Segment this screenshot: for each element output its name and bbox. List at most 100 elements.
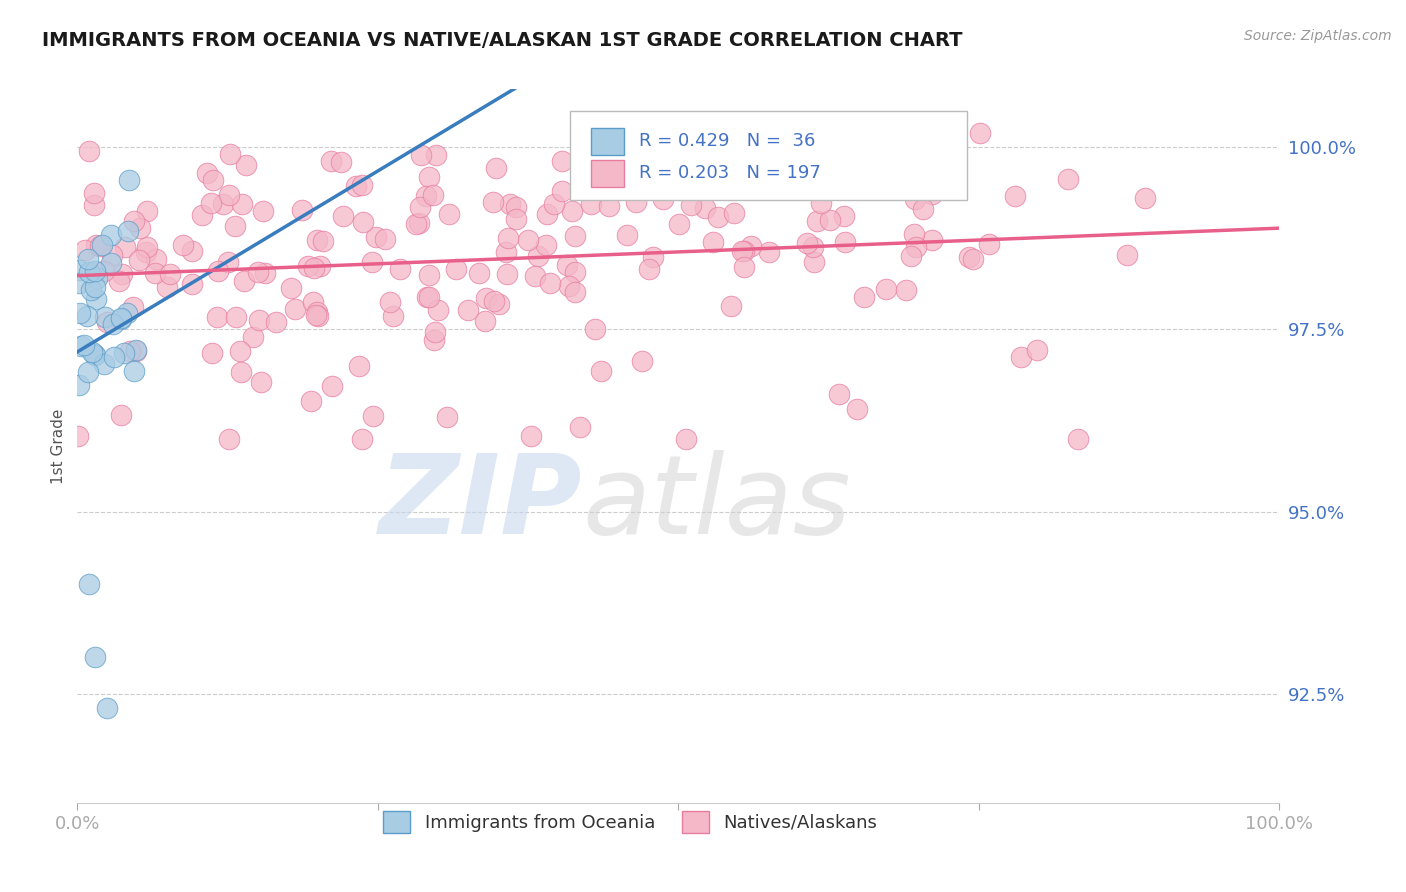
Point bbox=[136, 204, 159, 219]
Point bbox=[733, 260, 755, 275]
Point bbox=[247, 265, 270, 279]
Point bbox=[103, 351, 125, 365]
Point bbox=[457, 302, 479, 317]
Point bbox=[758, 244, 780, 259]
Point bbox=[347, 359, 370, 373]
Point bbox=[76, 252, 98, 267]
Point bbox=[912, 202, 935, 216]
Point bbox=[505, 211, 527, 226]
Point bbox=[344, 179, 367, 194]
Point bbox=[224, 219, 246, 234]
Point bbox=[538, 277, 561, 291]
Point bbox=[84, 650, 107, 665]
Point bbox=[523, 269, 546, 284]
Point bbox=[534, 238, 557, 252]
Point bbox=[561, 203, 583, 218]
Point bbox=[418, 170, 440, 185]
Point bbox=[308, 260, 330, 274]
Point bbox=[156, 279, 179, 293]
Point bbox=[110, 312, 132, 326]
Point bbox=[427, 302, 450, 317]
Point bbox=[118, 344, 141, 359]
Point bbox=[723, 205, 745, 219]
Point bbox=[900, 249, 922, 263]
Point bbox=[122, 364, 145, 378]
Point bbox=[125, 343, 148, 358]
Point bbox=[218, 188, 240, 202]
Legend: Immigrants from Oceania, Natives/Alaskans: Immigrants from Oceania, Natives/Alaskan… bbox=[375, 804, 884, 840]
Point bbox=[96, 314, 118, 328]
Point bbox=[128, 220, 150, 235]
Point bbox=[418, 268, 440, 282]
Point bbox=[733, 244, 755, 258]
Point bbox=[280, 280, 302, 294]
Point bbox=[329, 155, 352, 169]
Point bbox=[568, 420, 591, 434]
Point bbox=[69, 277, 91, 291]
Point bbox=[212, 197, 235, 211]
Point bbox=[79, 577, 101, 591]
Point bbox=[875, 282, 897, 296]
Point bbox=[792, 178, 814, 192]
Text: ZIP: ZIP bbox=[378, 450, 582, 557]
Point bbox=[801, 180, 824, 194]
Point bbox=[405, 217, 427, 231]
Point bbox=[231, 197, 253, 211]
Point bbox=[845, 402, 868, 417]
Point bbox=[551, 184, 574, 198]
Point bbox=[76, 309, 98, 323]
Point bbox=[409, 200, 432, 214]
Point bbox=[921, 186, 943, 201]
Text: Source: ZipAtlas.com: Source: ZipAtlas.com bbox=[1244, 29, 1392, 43]
Point bbox=[1067, 432, 1090, 446]
Point bbox=[979, 237, 1001, 252]
Point bbox=[803, 255, 825, 269]
Bar bbox=[591, 160, 624, 186]
Point bbox=[1010, 350, 1032, 364]
Point bbox=[232, 274, 254, 288]
Point bbox=[172, 237, 194, 252]
Point bbox=[235, 158, 257, 172]
Point bbox=[679, 198, 702, 212]
Point bbox=[77, 365, 100, 379]
Point bbox=[89, 239, 111, 253]
Point bbox=[437, 207, 460, 221]
Point bbox=[828, 387, 851, 401]
Point bbox=[353, 215, 375, 229]
Point bbox=[564, 285, 586, 299]
Point bbox=[100, 227, 122, 242]
Point bbox=[806, 214, 828, 228]
Point bbox=[583, 322, 606, 336]
Point bbox=[93, 264, 115, 278]
Point bbox=[302, 260, 325, 275]
Point bbox=[93, 357, 115, 371]
Point bbox=[84, 238, 107, 252]
Point bbox=[242, 330, 264, 344]
Point bbox=[904, 192, 927, 206]
Point bbox=[364, 230, 387, 244]
FancyBboxPatch shape bbox=[571, 111, 967, 200]
Point bbox=[693, 201, 716, 215]
Point bbox=[668, 217, 690, 231]
Point bbox=[66, 428, 89, 442]
Point bbox=[422, 187, 444, 202]
Point bbox=[80, 345, 103, 359]
Point bbox=[332, 209, 354, 223]
Point bbox=[905, 240, 928, 254]
Point bbox=[252, 204, 274, 219]
Point bbox=[810, 196, 832, 211]
Point bbox=[247, 313, 270, 327]
Point bbox=[181, 244, 204, 259]
Point bbox=[84, 293, 107, 307]
Text: R = 0.429   N =  36: R = 0.429 N = 36 bbox=[638, 132, 815, 150]
Point bbox=[352, 432, 374, 446]
Point bbox=[423, 333, 446, 347]
Point bbox=[823, 170, 845, 185]
Point bbox=[69, 338, 91, 352]
Point bbox=[217, 255, 239, 269]
Text: atlas: atlas bbox=[582, 450, 851, 557]
Point bbox=[564, 265, 586, 279]
Point bbox=[69, 306, 91, 320]
Point bbox=[834, 235, 856, 249]
Point bbox=[77, 265, 100, 279]
